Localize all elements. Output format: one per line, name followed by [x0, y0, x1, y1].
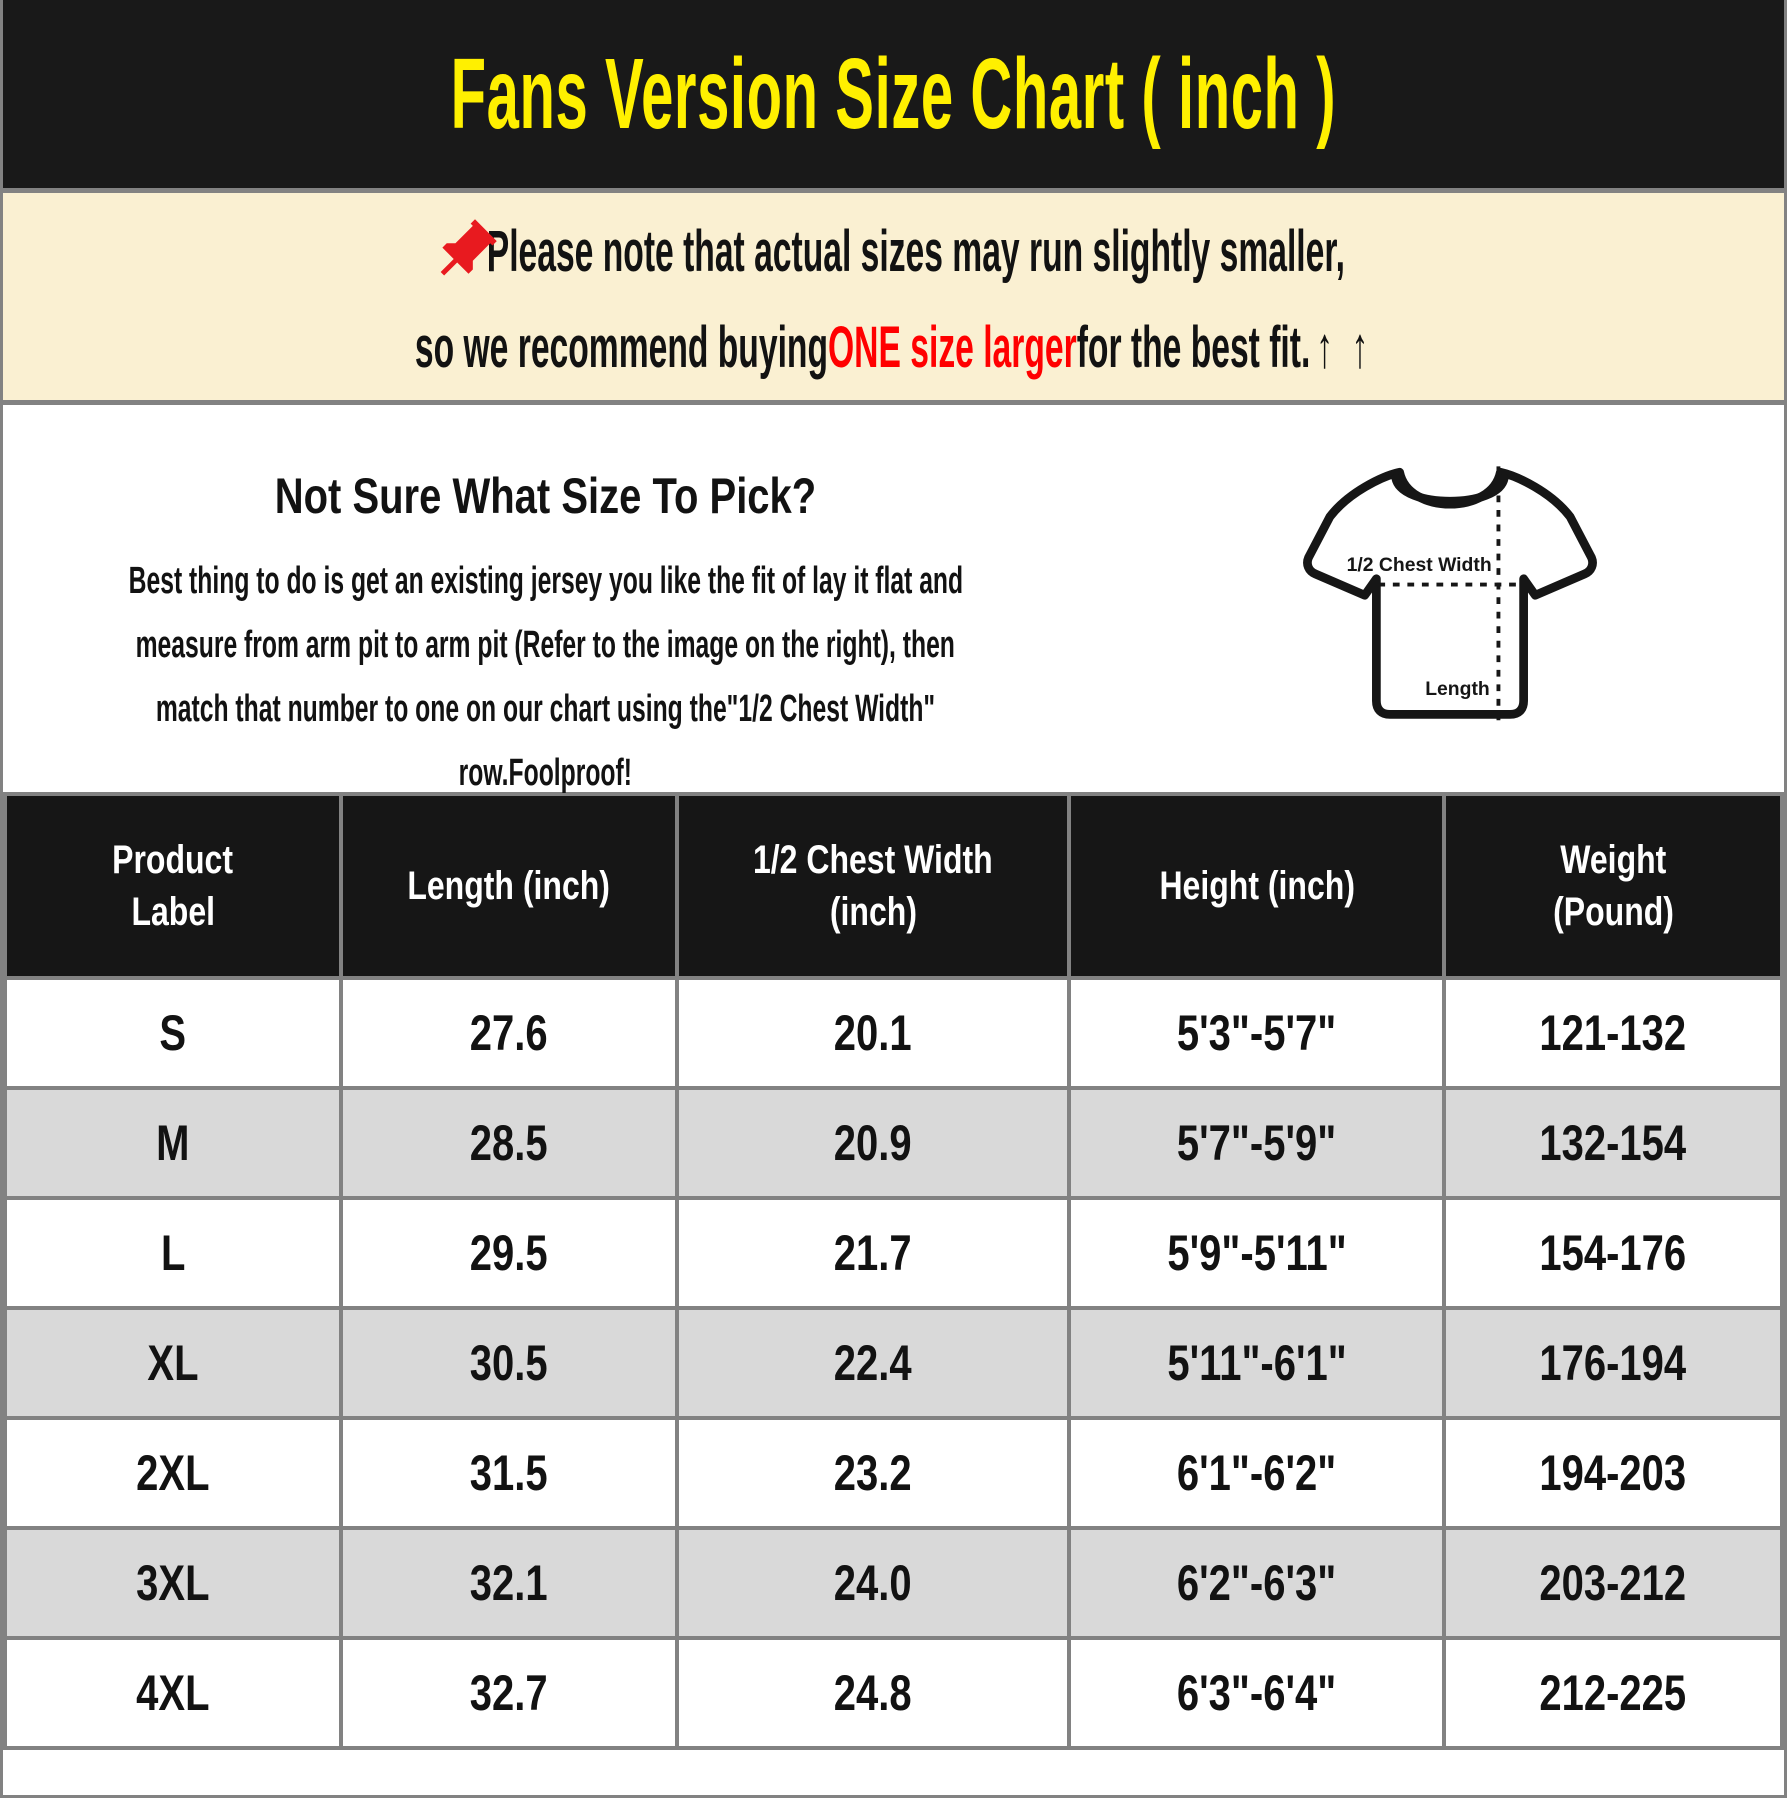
column-header: Height (inch): [1067, 792, 1447, 980]
size-cell: 6'1"-6'2": [1067, 1416, 1447, 1530]
size-cell: 212-225: [1442, 1636, 1784, 1750]
size-cell: 20.1: [674, 976, 1072, 1090]
guide-text-block: Not Sure What Size To Pick? Best thing t…: [3, 405, 1088, 805]
size-cell: 5'7"-5'9": [1067, 1086, 1447, 1200]
size-cell: S: [3, 976, 343, 1090]
size-cell: 24.8: [674, 1636, 1072, 1750]
size-row-4XL: 4XL 32.7 24.8 6'3"-6'4" 212-225: [3, 1636, 1784, 1750]
size-row-S: S 27.6 20.1 5'3"-5'7" 121-132: [3, 976, 1784, 1090]
notice-text-2-post: for the best fit.: [1076, 315, 1310, 380]
size-cell: 32.1: [338, 1526, 679, 1640]
size-cell: 23.2: [674, 1416, 1072, 1530]
column-header: Product Label: [3, 792, 343, 980]
column-header: 1/2 Chest Width (inch): [674, 792, 1072, 980]
notice-line-2: so we recommend buying ONE size larger f…: [3, 315, 1784, 380]
size-table: Product Label Length (inch) 1/2 Chest Width…: [3, 792, 1784, 1750]
size-row-M: M 28.5 20.9 5'7"-5'9" 132-154: [3, 1086, 1784, 1200]
size-cell: 194-203: [1442, 1416, 1784, 1530]
guide-body-line: match that number to one on our chart us…: [155, 687, 936, 730]
guide-body: Best thing to do is get an existing jers…: [3, 549, 1088, 805]
size-cell: 6'2"-6'3": [1067, 1526, 1447, 1640]
size-cell: L: [3, 1196, 343, 1310]
size-guide-section: Not Sure What Size To Pick? Best thing t…: [3, 400, 1784, 794]
one-size-larger-highlight: ONE size larger: [827, 315, 1077, 380]
size-cell: 28.5: [338, 1086, 679, 1200]
size-cell: 132-154: [1442, 1086, 1784, 1200]
pushpin-icon: [440, 218, 497, 276]
up-arrows-icon: ↑ ↑: [1315, 315, 1373, 380]
tshirt-diagram: 1/2 Chest Width Length: [1295, 435, 1605, 740]
size-cell: 4XL: [3, 1636, 343, 1750]
size-cell: 29.5: [338, 1196, 679, 1310]
length-label: Length: [1425, 678, 1490, 700]
size-cell: 27.6: [338, 976, 679, 1090]
size-row-2XL: 2XL 31.5 23.2 6'1"-6'2" 194-203: [3, 1416, 1784, 1530]
size-cell: 30.5: [338, 1306, 679, 1420]
size-row-L: L 29.5 21.7 5'9"-5'11" 154-176: [3, 1196, 1784, 1310]
size-cell: 24.0: [674, 1526, 1072, 1640]
column-header: Length (inch): [338, 792, 679, 980]
size-cell: XL: [3, 1306, 343, 1420]
size-cell: 20.9: [674, 1086, 1072, 1200]
size-table-header-row: Product Label Length (inch) 1/2 Chest Width…: [3, 792, 1784, 980]
notice-text-1: Please note that actual sizes may run sl…: [486, 219, 1345, 284]
guide-body-line: measure from arm pit to arm pit (Refer t…: [135, 623, 956, 666]
notice-text-2-pre: so we recommend buying: [414, 315, 828, 380]
size-cell: 5'9"-5'11": [1067, 1196, 1447, 1310]
size-cell: 6'3"-6'4": [1067, 1636, 1447, 1750]
size-cell: 176-194: [1442, 1306, 1784, 1420]
size-cell: 32.7: [338, 1636, 679, 1750]
guide-heading: Not Sure What Size To Pick?: [274, 468, 817, 524]
size-row-3XL: 3XL 32.1 24.0 6'2"-6'3" 203-212: [3, 1526, 1784, 1640]
size-cell: 31.5: [338, 1416, 679, 1530]
title-bar: Fans Version Size Chart ( inch ): [3, 0, 1784, 188]
size-table-body: S 27.6 20.1 5'3"-5'7" 121-132 M 28.5 20.9 5'7"-5…: [3, 976, 1784, 1750]
size-cell: M: [3, 1086, 343, 1200]
notice-banner: Please note that actual sizes may run sl…: [3, 188, 1784, 400]
chest-width-label: 1/2 Chest Width: [1347, 554, 1492, 576]
size-row-XL: XL 30.5 22.4 5'11"-6'1" 176-194: [3, 1306, 1784, 1420]
column-header: Weight (Pound): [1442, 792, 1784, 980]
guide-body-line: row.Foolproof!: [458, 751, 633, 794]
size-cell: 5'3"-5'7": [1067, 976, 1447, 1090]
size-cell: 22.4: [674, 1306, 1072, 1420]
notice-line-1: Please note that actual sizes may run sl…: [3, 218, 1784, 284]
size-cell: 5'11"-6'1": [1067, 1306, 1447, 1420]
size-cell: 3XL: [3, 1526, 343, 1640]
size-cell: 21.7: [674, 1196, 1072, 1310]
size-cell: 203-212: [1442, 1526, 1784, 1640]
guide-body-line: Best thing to do is get an existing jers…: [128, 559, 963, 602]
size-cell: 121-132: [1442, 976, 1784, 1090]
size-cell: 2XL: [3, 1416, 343, 1530]
size-cell: 154-176: [1442, 1196, 1784, 1310]
page-title: Fans Version Size Chart ( inch ): [450, 37, 1337, 150]
tshirt-outline: [1303, 467, 1597, 719]
